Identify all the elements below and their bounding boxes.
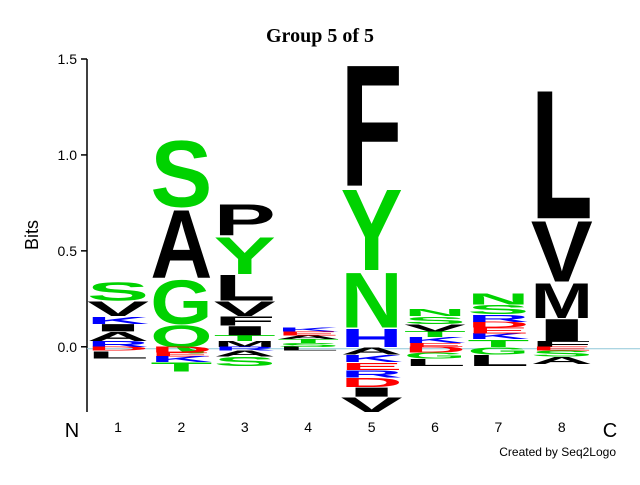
- x-tick-label: 5: [368, 419, 376, 435]
- logo-letter: A: [150, 190, 212, 299]
- logo-letter: N: [467, 290, 529, 308]
- logo-letter: G: [404, 351, 466, 360]
- logo-letter: G: [150, 266, 212, 337]
- logo-letter: D: [341, 375, 403, 390]
- logo-letter: R: [341, 368, 403, 380]
- logo-letter: A: [531, 355, 593, 367]
- logo-letter: I: [341, 385, 403, 400]
- credit: Created by Seq2Logo: [499, 445, 616, 459]
- x-tick-label: 7: [495, 419, 503, 435]
- x-tick-label: 1: [114, 419, 122, 435]
- chart-title: Group 5 of 5: [266, 25, 374, 47]
- logo-letter: I: [214, 323, 276, 338]
- logo-letter: A: [87, 329, 149, 344]
- logo-letter: M: [214, 340, 276, 349]
- logo-letter: K: [150, 355, 212, 364]
- x-tick-label: 8: [558, 419, 566, 435]
- y-tick-label: 1.5: [58, 51, 78, 67]
- logo-letter: E: [277, 331, 339, 337]
- logo-letter: S: [214, 354, 276, 369]
- logo-letter: V: [404, 322, 466, 334]
- logo-letter: L: [404, 357, 466, 369]
- logo-letter: S: [150, 121, 212, 227]
- logo-letter: A: [214, 349, 276, 358]
- logo-letter: L: [214, 267, 276, 308]
- logo-letter: T: [150, 360, 212, 375]
- logo-letter: S: [531, 349, 593, 358]
- logo-letter: H: [341, 323, 403, 352]
- logo-letter: V: [531, 203, 593, 300]
- y-tick-label: 0.5: [58, 243, 78, 259]
- y-axis-label: Bits: [22, 220, 42, 250]
- logo-letter: M: [531, 272, 593, 328]
- logo-letter: S: [87, 277, 149, 306]
- logo-letter: A: [341, 345, 403, 357]
- logo-letter: K: [277, 327, 339, 333]
- logo-letter: P: [214, 196, 276, 246]
- logo-letter: G: [467, 345, 529, 357]
- logo-letter: S: [404, 314, 466, 326]
- logo-letter: L: [531, 53, 593, 258]
- logo-letter: S: [277, 342, 339, 348]
- c-terminus-label: C: [603, 420, 617, 442]
- y-tick-label: 1.0: [58, 147, 78, 163]
- logo-letter: V: [87, 297, 149, 320]
- logo-letter: L: [467, 352, 529, 370]
- y-tick-label: 0.0: [58, 339, 78, 355]
- logo-letter: T: [467, 337, 529, 349]
- logo-letter: D: [87, 346, 149, 352]
- logo-letter: E: [531, 346, 593, 352]
- logo-letter: I: [531, 312, 593, 347]
- logo-letter: K: [87, 314, 149, 326]
- logo-letter: E: [150, 352, 212, 358]
- logo-letter: F: [214, 314, 276, 329]
- x-tick-label: 2: [178, 419, 186, 435]
- logo-letter: R: [214, 346, 276, 352]
- logo-letter: L: [277, 346, 339, 352]
- logo-letter: Y: [341, 165, 403, 295]
- x-tick-label: 3: [241, 419, 249, 435]
- logo-letter: D: [467, 321, 529, 330]
- logo-letter: S: [467, 302, 529, 317]
- x-tick-label: 6: [431, 419, 439, 435]
- logo-letter: N: [404, 307, 466, 319]
- logo-letter: L: [87, 349, 149, 361]
- logo-letter: E: [341, 360, 403, 372]
- logo-letter: D: [404, 346, 466, 355]
- logo-letter: T: [404, 330, 466, 339]
- logo-letter: R: [467, 313, 529, 325]
- x-tick-label: 4: [304, 419, 312, 435]
- logo-letter: V: [214, 297, 276, 320]
- logo-letter: I: [87, 322, 149, 334]
- logo-letter: K: [404, 336, 466, 345]
- logo-letter: E: [404, 342, 466, 348]
- n-terminus-label: N: [65, 420, 79, 442]
- logo-letter: T: [277, 338, 339, 344]
- logo-letter: A: [277, 334, 339, 340]
- logo-letter: K: [467, 332, 529, 341]
- logo-letter: K: [341, 353, 403, 365]
- logo-letter: Y: [214, 226, 276, 285]
- logo-letter: T: [214, 334, 276, 343]
- logo-letter: R: [87, 340, 149, 349]
- logo-letter: F: [531, 340, 593, 349]
- logo-letter: E: [467, 326, 529, 335]
- logo-letter: D: [150, 346, 212, 355]
- logo-letter: N: [341, 257, 403, 346]
- logo-letter: Q: [150, 318, 212, 353]
- logo-letter: F: [341, 30, 403, 224]
- logo-letter: V: [341, 393, 403, 416]
